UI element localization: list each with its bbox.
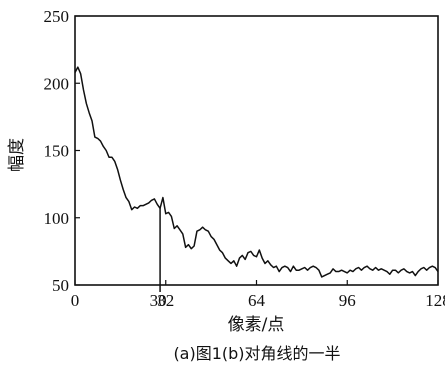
x-tick-label: 0 [71,291,80,310]
ticks: 50 100 150 200 250 0 32 64 96 128 [44,7,445,310]
y-tick-label: 250 [44,7,70,26]
series-group [74,66,439,278]
series-line [74,66,439,278]
x-tick-label: 96 [339,291,356,310]
x-tick-label: 32 [157,291,174,310]
plot-frame [74,15,439,286]
y-tick-label: 150 [44,142,70,161]
chart-caption: (a)图1(b)对角线的一半 [173,344,340,363]
x-axis-label: 像素/点 [228,315,285,335]
y-tick-label: 100 [44,209,70,228]
x-tick-label: 64 [248,291,266,310]
marker-label: 30 [150,291,167,310]
marker-group: 30 [150,208,167,310]
y-tick-label: 50 [52,276,69,295]
axes [74,15,439,286]
x-tick-label: 128 [425,291,445,310]
y-tick-label: 200 [44,74,70,93]
y-axis-label: 幅度 [7,138,27,172]
